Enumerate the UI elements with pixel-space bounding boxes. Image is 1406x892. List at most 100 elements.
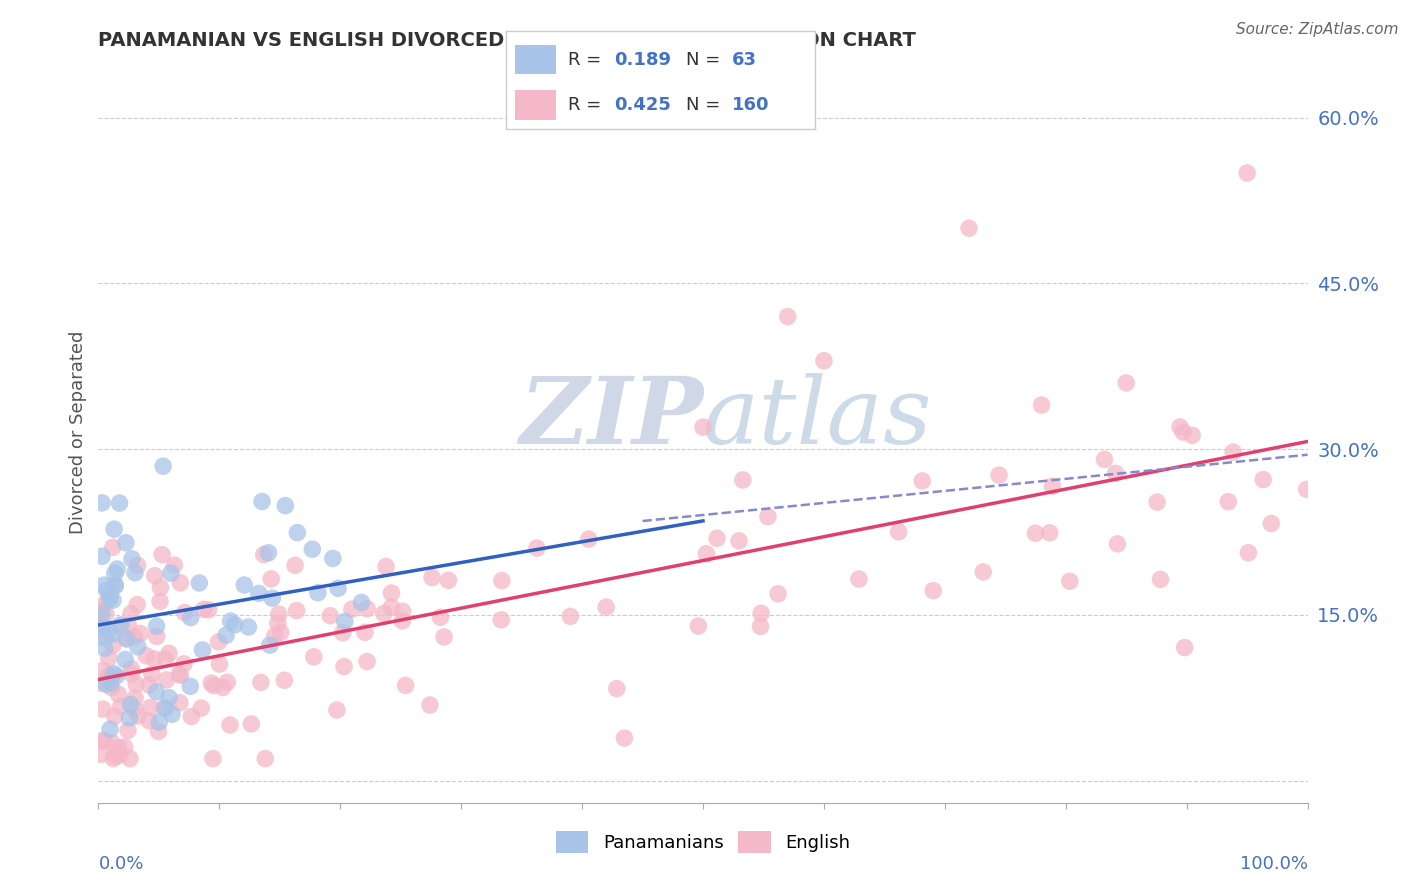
Point	[706, 531, 728, 545]
Point	[429, 610, 451, 624]
Point	[129, 626, 152, 640]
Point	[1107, 537, 1129, 551]
Point	[91, 496, 114, 510]
Point	[1042, 479, 1064, 493]
Point	[1039, 525, 1062, 540]
Point	[437, 574, 460, 588]
Point	[285, 604, 308, 618]
Point	[169, 696, 191, 710]
Point	[148, 715, 170, 730]
Point	[526, 541, 548, 555]
Point	[104, 566, 127, 581]
Point	[105, 669, 128, 683]
Point	[219, 614, 242, 628]
Point	[1104, 467, 1126, 481]
Point	[1031, 398, 1053, 412]
Point	[254, 751, 277, 765]
Point	[91, 733, 114, 747]
Point	[124, 702, 146, 716]
Point	[208, 657, 231, 671]
Point	[100, 676, 122, 690]
Point	[688, 619, 710, 633]
Point	[419, 698, 441, 712]
Point	[491, 574, 513, 588]
Point	[149, 581, 172, 595]
Point	[104, 578, 127, 592]
Point	[1260, 516, 1282, 531]
Point	[101, 736, 124, 750]
Point	[124, 566, 146, 580]
Point	[887, 524, 910, 539]
Point	[322, 551, 344, 566]
Point	[489, 613, 512, 627]
Point	[267, 616, 290, 631]
Point	[356, 601, 378, 615]
Point	[98, 671, 121, 685]
Point	[145, 685, 167, 699]
Point	[260, 572, 283, 586]
Point	[756, 509, 779, 524]
Point	[101, 639, 124, 653]
Point	[356, 655, 378, 669]
Point	[104, 749, 127, 764]
Point	[118, 711, 141, 725]
Point	[749, 607, 772, 621]
Point	[101, 593, 124, 607]
Point	[149, 594, 172, 608]
Point	[103, 666, 125, 681]
FancyBboxPatch shape	[516, 45, 555, 74]
Point	[96, 583, 118, 598]
Point	[93, 631, 115, 645]
Point	[100, 681, 122, 695]
Point	[90, 676, 112, 690]
Text: N =: N =	[686, 95, 725, 114]
Point	[157, 690, 180, 705]
Point	[728, 533, 751, 548]
Point	[173, 657, 195, 671]
Point	[101, 627, 124, 641]
Text: R =: R =	[568, 95, 607, 114]
Point	[143, 568, 166, 582]
Point	[148, 724, 170, 739]
Point	[285, 525, 308, 540]
Text: 63: 63	[733, 51, 756, 69]
Point	[110, 619, 132, 633]
Point	[692, 420, 714, 434]
Point	[1092, 452, 1115, 467]
Point	[307, 586, 329, 600]
Point	[267, 607, 290, 621]
Point	[120, 662, 142, 676]
Point	[380, 586, 402, 600]
Point	[257, 546, 280, 560]
Point	[1237, 546, 1260, 560]
FancyBboxPatch shape	[516, 90, 555, 120]
Point	[138, 678, 160, 692]
Point	[152, 459, 174, 474]
Point	[169, 667, 191, 681]
Point	[180, 610, 202, 624]
Point	[155, 701, 177, 715]
Text: 0.0%: 0.0%	[98, 855, 143, 872]
Point	[121, 552, 143, 566]
Point	[97, 651, 120, 665]
Point	[107, 687, 129, 701]
Point	[731, 473, 754, 487]
Point	[911, 474, 934, 488]
Point	[263, 629, 285, 643]
Point	[127, 558, 149, 573]
Point	[988, 468, 1011, 483]
Point	[98, 723, 121, 737]
Point	[117, 723, 139, 738]
Point	[118, 751, 141, 765]
Point	[160, 707, 183, 722]
Point	[139, 700, 162, 714]
Point	[201, 751, 224, 765]
Point	[776, 310, 799, 324]
Point	[1251, 473, 1274, 487]
Point	[91, 549, 114, 564]
Point	[207, 635, 229, 649]
Point	[110, 699, 132, 714]
Point	[110, 618, 132, 632]
Point	[93, 598, 115, 612]
Point	[108, 496, 131, 510]
